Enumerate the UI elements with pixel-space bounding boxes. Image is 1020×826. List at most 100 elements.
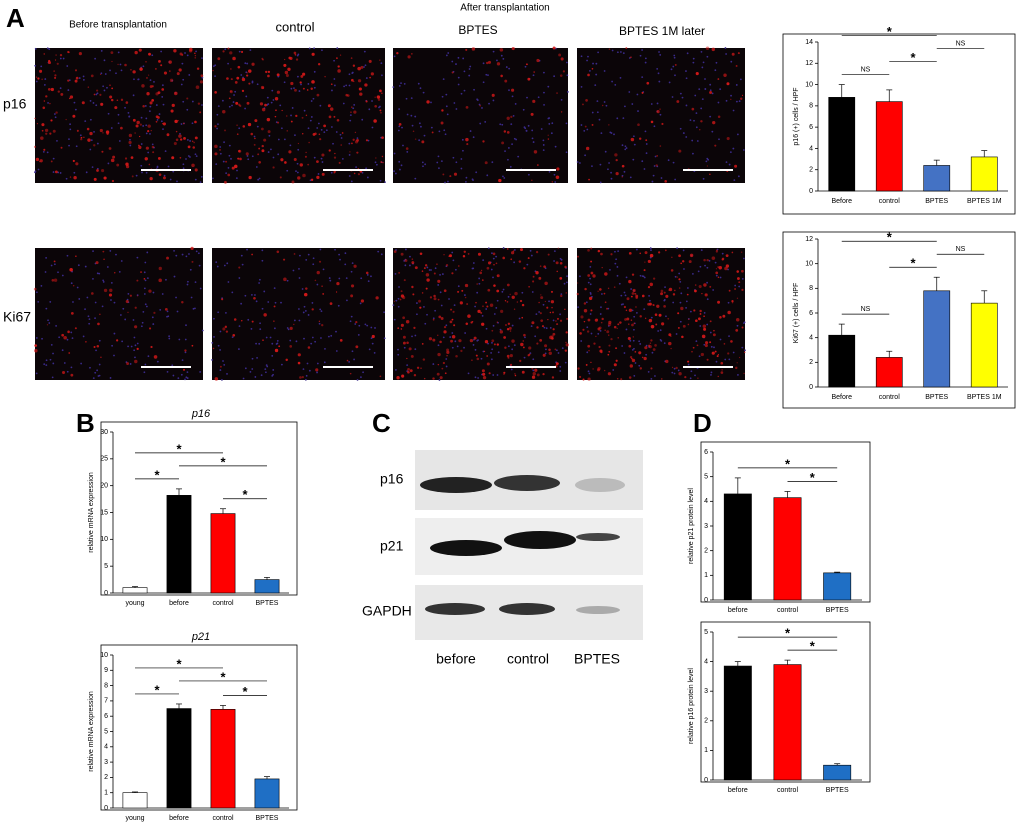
error-bar [838, 323, 845, 336]
stain [533, 71, 535, 73]
stain [520, 248, 523, 252]
stain [339, 54, 342, 56]
nucleus [96, 272, 99, 275]
nucleus [633, 328, 635, 331]
nucleus [676, 247, 678, 250]
stain [261, 107, 266, 112]
stain [482, 372, 486, 376]
plot-frame [100, 421, 298, 596]
nucleus [320, 157, 323, 160]
nucleus [70, 366, 73, 369]
significance-label: * [220, 669, 226, 684]
stain [664, 180, 667, 183]
nucleus [98, 374, 101, 377]
nucleus [211, 341, 214, 344]
stain [442, 173, 445, 176]
nucleus [460, 92, 463, 95]
stain [433, 297, 437, 301]
stain [230, 78, 233, 81]
significance-label: * [910, 256, 916, 271]
nucleus [153, 81, 155, 83]
nucleus [84, 308, 86, 311]
nucleus [223, 141, 225, 144]
stain [672, 293, 676, 296]
nucleus [156, 166, 159, 169]
nucleus [289, 339, 292, 342]
nucleus [438, 167, 440, 170]
stain [564, 349, 568, 352]
stain [741, 94, 744, 96]
column-label: control [275, 19, 314, 34]
nucleus [290, 114, 292, 117]
stain [584, 125, 587, 128]
stain [591, 123, 594, 126]
stain [43, 148, 46, 151]
nucleus [508, 89, 510, 92]
stain [152, 151, 155, 154]
micrograph-bg [393, 248, 568, 380]
nucleus [631, 103, 634, 105]
stain [402, 296, 406, 300]
stain [552, 328, 555, 331]
stain [181, 300, 184, 304]
stain [630, 295, 633, 298]
nucleus [58, 336, 61, 339]
nucleus [133, 349, 136, 352]
stain [632, 288, 636, 293]
stain [224, 129, 226, 132]
nucleus [136, 256, 139, 259]
significance-label: NS [861, 66, 871, 73]
nucleus [240, 302, 243, 305]
stain [191, 344, 194, 347]
stain [175, 138, 179, 142]
stain [735, 65, 738, 67]
nucleus [129, 363, 132, 365]
nucleus [641, 160, 644, 163]
stain [52, 129, 56, 133]
stain [437, 298, 440, 301]
nucleus [119, 63, 122, 66]
nucleus [624, 105, 626, 108]
nucleus [647, 370, 650, 373]
nucleus [40, 284, 43, 287]
stain [484, 340, 489, 344]
stain [173, 49, 177, 53]
nucleus [507, 345, 510, 348]
nucleus [439, 273, 441, 276]
stain [639, 367, 643, 370]
stain [116, 163, 120, 167]
stain [496, 321, 499, 323]
stain [598, 326, 602, 330]
nucleus [310, 342, 313, 345]
nucleus [566, 74, 569, 77]
stain [200, 74, 204, 78]
stain [499, 48, 504, 52]
stain [157, 156, 161, 160]
nucleus [235, 177, 238, 180]
stain [63, 335, 67, 340]
stain [521, 303, 525, 307]
nucleus [370, 337, 373, 339]
plot-frame [700, 441, 871, 603]
nucleus [502, 57, 505, 60]
nucleus [175, 296, 177, 299]
stain [33, 287, 37, 291]
stain [148, 52, 151, 56]
stain [653, 277, 656, 280]
stain [328, 115, 332, 119]
nucleus [532, 358, 535, 361]
stain [508, 326, 512, 330]
y-tick-label: 6 [809, 124, 813, 131]
nucleus [697, 270, 700, 273]
nucleus [680, 292, 683, 295]
stain [412, 130, 415, 132]
nucleus [658, 51, 660, 53]
nucleus [468, 74, 471, 77]
nucleus [179, 132, 181, 135]
nucleus [724, 358, 727, 361]
stain [457, 265, 460, 267]
nucleus [692, 152, 694, 155]
panel-label: A [6, 3, 25, 33]
stain [233, 318, 237, 321]
nucleus [487, 74, 489, 77]
